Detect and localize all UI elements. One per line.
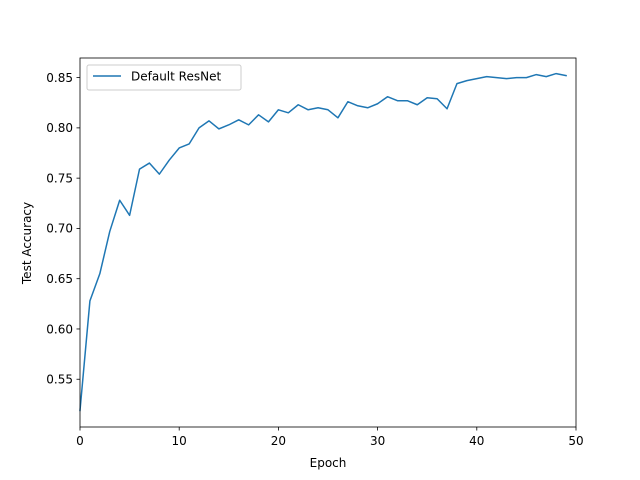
legend-box xyxy=(86,64,242,91)
legend: Default ResNet xyxy=(86,64,242,91)
plot-area xyxy=(80,58,576,427)
y-tick-label: 0.70 xyxy=(46,222,73,236)
x-axis-label: Epoch xyxy=(310,456,347,470)
y-tick-label: 0.60 xyxy=(46,322,73,336)
series-layer xyxy=(79,72,567,412)
y-tick-label: 0.80 xyxy=(46,121,73,135)
x-tick-label: 0 xyxy=(76,434,84,448)
y-tick-label: 0.55 xyxy=(46,373,73,387)
x-tick-label: 20 xyxy=(271,434,286,448)
x-tick-label: 30 xyxy=(370,434,385,448)
x-axis-ticks: 0 10 20 30 40 50 xyxy=(76,427,584,448)
legend-label: Default ResNet xyxy=(131,70,221,84)
y-tick-label: 0.85 xyxy=(46,71,73,85)
y-tick-label: 0.75 xyxy=(46,171,73,185)
x-tick-label: 40 xyxy=(469,434,484,448)
y-tick-label: 0.65 xyxy=(46,272,73,286)
y-axis-ticks: 0.55 0.60 0.65 0.70 0.75 0.80 0.85 xyxy=(46,71,80,387)
x-tick-label: 10 xyxy=(172,434,187,448)
x-tick-label: 50 xyxy=(568,434,583,448)
y-axis-label: Test Accuracy xyxy=(20,202,34,285)
series-line xyxy=(79,72,567,412)
plot-frame xyxy=(79,57,577,428)
